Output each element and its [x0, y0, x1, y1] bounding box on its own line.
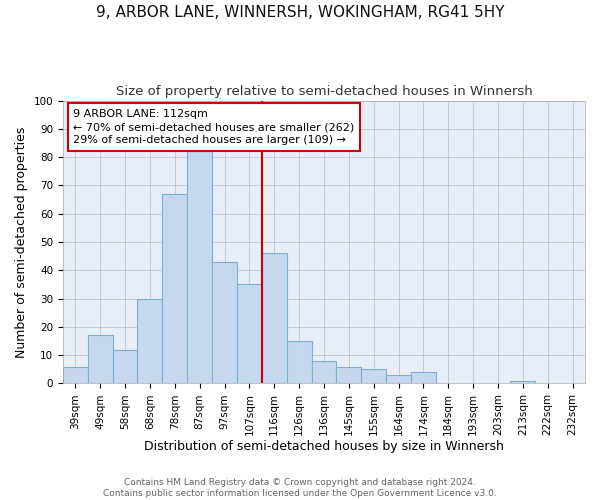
Bar	[212, 262, 237, 384]
X-axis label: Distribution of semi-detached houses by size in Winnersh: Distribution of semi-detached houses by …	[144, 440, 504, 452]
Bar	[63, 366, 88, 384]
Text: Contains HM Land Registry data © Crown copyright and database right 2024.
Contai: Contains HM Land Registry data © Crown c…	[103, 478, 497, 498]
Bar	[163, 194, 187, 384]
Bar	[287, 341, 311, 384]
Bar	[137, 298, 163, 384]
Bar	[337, 366, 361, 384]
Bar	[511, 380, 535, 384]
Bar	[361, 370, 386, 384]
Bar	[311, 361, 337, 384]
Bar	[386, 375, 411, 384]
Text: 9, ARBOR LANE, WINNERSH, WOKINGHAM, RG41 5HY: 9, ARBOR LANE, WINNERSH, WOKINGHAM, RG41…	[96, 5, 504, 20]
Text: 9 ARBOR LANE: 112sqm
← 70% of semi-detached houses are smaller (262)
29% of semi: 9 ARBOR LANE: 112sqm ← 70% of semi-detac…	[73, 109, 355, 146]
Bar	[237, 284, 262, 384]
Bar	[262, 254, 287, 384]
Y-axis label: Number of semi-detached properties: Number of semi-detached properties	[15, 126, 28, 358]
Title: Size of property relative to semi-detached houses in Winnersh: Size of property relative to semi-detach…	[116, 85, 532, 98]
Bar	[113, 350, 137, 384]
Bar	[187, 152, 212, 384]
Bar	[88, 336, 113, 384]
Bar	[411, 372, 436, 384]
